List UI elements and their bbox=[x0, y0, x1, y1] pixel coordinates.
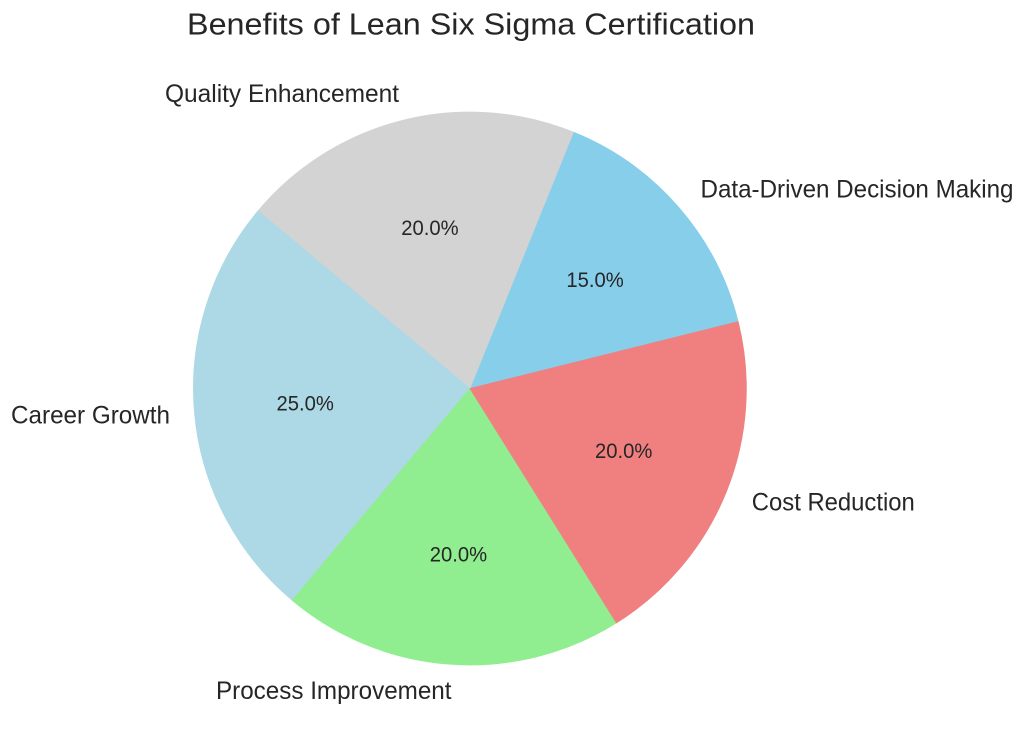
svg-text:20.0%: 20.0% bbox=[430, 543, 487, 566]
svg-text:20.0%: 20.0% bbox=[595, 440, 652, 463]
svg-text:Process Improvement: Process Improvement bbox=[216, 678, 452, 705]
svg-text:Career Growth: Career Growth bbox=[11, 403, 170, 430]
svg-text:Data-Driven Decision Making: Data-Driven Decision Making bbox=[701, 176, 1014, 203]
svg-text:25.0%: 25.0% bbox=[277, 392, 334, 415]
svg-text:15.0%: 15.0% bbox=[566, 269, 623, 292]
svg-text:Cost Reduction: Cost Reduction bbox=[752, 489, 915, 516]
svg-text:Benefits of Lean Six Sigma Cer: Benefits of Lean Six Sigma Certification bbox=[187, 7, 755, 42]
svg-text:20.0%: 20.0% bbox=[401, 217, 458, 240]
svg-text:Quality Enhancement: Quality Enhancement bbox=[165, 81, 399, 108]
